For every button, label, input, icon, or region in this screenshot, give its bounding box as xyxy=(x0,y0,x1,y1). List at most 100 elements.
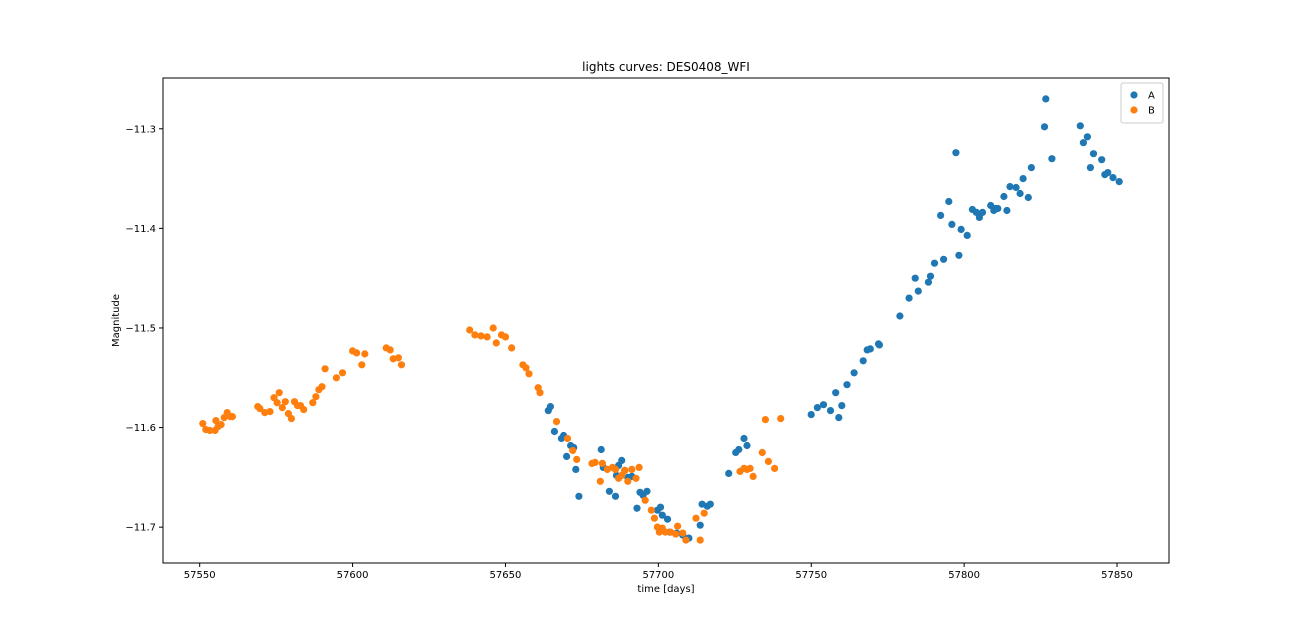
data-point xyxy=(994,204,1002,213)
data-point xyxy=(749,472,757,480)
data-point xyxy=(552,418,561,426)
data-point xyxy=(358,361,366,369)
data-point xyxy=(353,349,361,357)
data-point xyxy=(1027,164,1035,172)
data-point xyxy=(914,287,922,295)
data-point xyxy=(692,514,700,522)
data-point xyxy=(764,457,773,465)
data-point xyxy=(843,381,851,389)
data-point xyxy=(275,389,283,397)
data-point xyxy=(212,417,220,425)
data-point xyxy=(597,445,605,454)
data-point xyxy=(930,259,939,267)
data-point xyxy=(591,458,599,466)
data-point xyxy=(550,427,559,436)
data-point xyxy=(199,420,207,428)
data-point xyxy=(838,402,846,410)
data-point xyxy=(501,333,510,341)
data-point xyxy=(624,477,632,485)
data-point xyxy=(1019,175,1027,183)
data-point xyxy=(696,536,704,544)
data-point xyxy=(937,211,945,219)
data-point xyxy=(300,406,308,414)
data-point xyxy=(361,350,369,358)
data-point xyxy=(777,415,785,423)
data-point xyxy=(1076,122,1084,130)
data-point xyxy=(266,408,274,416)
data-point xyxy=(273,399,281,407)
data-point xyxy=(1083,133,1091,141)
data-point xyxy=(1003,206,1011,215)
data-point xyxy=(1012,183,1020,192)
data-point xyxy=(338,369,347,377)
y-tick-label: −11.3 xyxy=(125,124,156,135)
data-point xyxy=(955,251,963,259)
data-point xyxy=(563,452,571,460)
data-point xyxy=(1042,95,1050,103)
data-point xyxy=(508,344,516,352)
data-point xyxy=(572,465,580,473)
legend-marker xyxy=(1130,91,1138,99)
series-B xyxy=(199,324,785,544)
data-point xyxy=(850,369,858,377)
data-point xyxy=(471,331,479,339)
data-point xyxy=(656,503,665,511)
data-point xyxy=(650,514,659,522)
data-point xyxy=(1098,156,1106,164)
data-point xyxy=(569,446,577,455)
data-point xyxy=(661,528,670,536)
data-point xyxy=(281,398,289,406)
data-point xyxy=(525,370,533,378)
data-point xyxy=(911,274,919,282)
y-tick-label: −11.6 xyxy=(125,423,156,434)
x-tick-label: 57700 xyxy=(642,570,674,581)
y-tick-label: −11.5 xyxy=(125,323,156,334)
data-point xyxy=(940,255,948,263)
data-point xyxy=(633,504,641,512)
legend-label: B xyxy=(1148,106,1155,117)
data-point xyxy=(813,404,822,412)
data-point xyxy=(228,413,236,421)
x-tick-label: 57800 xyxy=(948,570,980,581)
data-point xyxy=(309,399,317,407)
y-tick-label: −11.7 xyxy=(125,523,156,534)
data-point xyxy=(621,466,629,474)
data-point xyxy=(598,459,607,467)
data-point xyxy=(1109,174,1117,182)
data-point xyxy=(278,404,286,412)
data-point xyxy=(563,434,572,443)
x-tick-label: 57850 xyxy=(1101,570,1133,581)
data-point xyxy=(746,464,754,472)
data-point xyxy=(1104,169,1112,177)
series-A xyxy=(544,95,1123,542)
data-point xyxy=(1016,189,1024,198)
plot-points xyxy=(199,95,1123,544)
data-point xyxy=(394,354,402,362)
y-axis: −11.3 −11.4 −11.5 −11.6 −11.7 xyxy=(125,124,163,534)
data-point xyxy=(1000,192,1008,201)
data-point xyxy=(896,312,904,320)
data-point xyxy=(628,465,636,473)
data-point xyxy=(866,345,874,353)
data-point xyxy=(807,411,815,419)
data-point xyxy=(963,231,971,239)
data-point xyxy=(826,407,835,415)
plot-frame xyxy=(162,77,1170,564)
data-point xyxy=(1086,164,1094,172)
data-point xyxy=(948,220,956,228)
data-point xyxy=(743,441,751,450)
data-point xyxy=(536,389,544,397)
data-point xyxy=(758,448,766,457)
data-point xyxy=(859,357,867,365)
data-point xyxy=(819,401,828,409)
legend: AB xyxy=(1120,82,1164,124)
data-point xyxy=(489,324,497,332)
data-point xyxy=(386,346,394,354)
x-tick-label: 57750 xyxy=(795,570,827,581)
chart-title: lights curves: DES0408_WFI xyxy=(582,60,750,74)
data-point xyxy=(832,389,840,397)
x-tick-label: 57650 xyxy=(490,570,522,581)
data-point xyxy=(1089,150,1098,158)
data-point xyxy=(287,415,295,423)
